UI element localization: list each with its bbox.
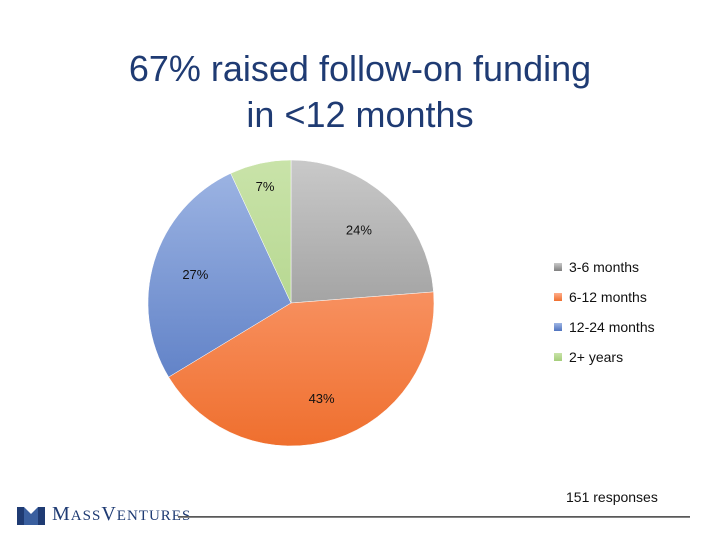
slice-label-2: 43% <box>309 391 335 406</box>
title-line-2: in <12 months <box>246 94 474 135</box>
legend-label: 12-24 months <box>569 319 655 335</box>
logo-wordmark: MASSVENTURES <box>52 502 192 525</box>
legend-label: 6-12 months <box>569 289 647 305</box>
slice-label-4: 7% <box>256 179 275 194</box>
pie-slice-2 <box>168 291 435 447</box>
massventures-logo: MASSVENTURES <box>16 502 191 526</box>
title-line-1: 67% raised follow-on funding <box>128 48 592 89</box>
legend-label: 3-6 months <box>569 259 640 275</box>
legend-swatch <box>554 353 562 361</box>
legend-swatch <box>554 263 562 271</box>
pie-slice-1 <box>290 159 434 304</box>
legend-item-1: 3-6 months <box>554 252 655 282</box>
legend-label: 2+ years <box>569 349 624 365</box>
slice-label-1: 24% <box>346 223 372 238</box>
pie-slice-3 <box>147 173 292 378</box>
legend-swatch <box>554 323 562 331</box>
slice-label-3: 27% <box>182 267 208 282</box>
legend-item-3: 12-24 months <box>554 312 655 342</box>
pie-slice-4 <box>230 159 292 304</box>
slide-title: 67% raised follow-on funding in <12 mont… <box>0 46 720 138</box>
legend-swatch <box>554 293 562 301</box>
legend-item-2: 6-12 months <box>554 282 655 312</box>
chart-legend: 3-6 months 6-12 months 12-24 months 2+ year… <box>554 252 655 372</box>
legend-item-4: 2+ years <box>554 342 655 372</box>
logo-mark-icon <box>17 507 45 525</box>
response-count: 151 responses <box>566 489 658 505</box>
footer-divider <box>178 516 690 518</box>
